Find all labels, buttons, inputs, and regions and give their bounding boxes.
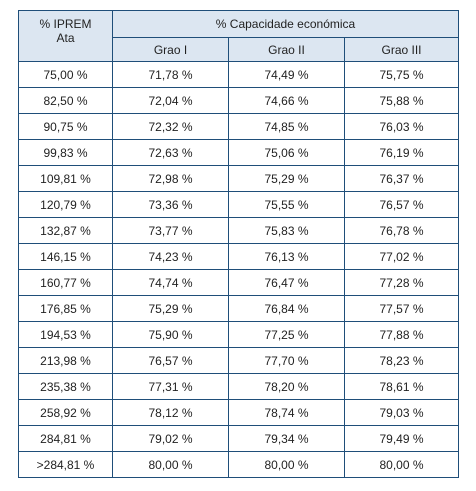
grade-3-cell: 80,00 % [344, 451, 459, 478]
grade-3-cell: 75,88 % [344, 87, 459, 114]
iprem-cell: 176,85 % [18, 295, 113, 322]
table-row: 120,79 % 73,36 % 75,55 % 76,57 % [18, 191, 459, 218]
table-row: 99,83 % 72,63 % 75,06 % 76,19 % [18, 139, 459, 166]
grade-2-cell: 79,34 % [228, 425, 345, 452]
table-row: 90,75 % 72,32 % 74,85 % 76,03 % [18, 113, 459, 140]
grade-1-cell: 75,29 % [112, 295, 229, 322]
table-row: 132,87 % 73,77 % 75,83 % 76,78 % [18, 217, 459, 244]
iprem-cell: 146,15 % [18, 243, 113, 270]
grade-2-cell: 78,74 % [228, 399, 345, 426]
table-row: 75,00 % 71,78 % 74,49 % 75,75 % [18, 61, 459, 88]
table-row: 146,15 % 74,23 % 76,13 % 77,02 % [18, 243, 459, 270]
iprem-header-line2: Ata [56, 31, 75, 45]
grade-2-cell: 76,84 % [228, 295, 345, 322]
iprem-cell: 160,77 % [18, 269, 113, 296]
grade-3-cell: 77,57 % [344, 295, 459, 322]
iprem-column-header: % IPREM Ata [18, 10, 113, 62]
iprem-cell: >284,81 % [18, 451, 113, 478]
iprem-cell: 284,81 % [18, 425, 113, 452]
table-row: 213,98 % 76,57 % 77,70 % 78,23 % [18, 347, 459, 374]
iprem-cell: 194,53 % [18, 321, 113, 348]
table-row: 235,38 % 77,31 % 78,20 % 78,61 % [18, 373, 459, 400]
grade-2-cell: 76,13 % [228, 243, 345, 270]
grade-2-cell: 76,47 % [228, 269, 345, 296]
iprem-header-line1: % IPREM [39, 17, 92, 31]
iprem-cell: 258,92 % [18, 399, 113, 426]
grade-1-cell: 71,78 % [112, 61, 229, 88]
grade-2-cell: 74,49 % [228, 61, 345, 88]
grade-2-cell: 78,20 % [228, 373, 345, 400]
table-body: 75,00 % 71,78 % 74,49 % 75,75 % 82,50 % 72,04… [18, 61, 459, 478]
grade-3-cell: 79,03 % [344, 399, 459, 426]
grade-2-cell: 74,85 % [228, 113, 345, 140]
table-row: 284,81 % 79,02 % 79,34 % 79,49 % [18, 425, 459, 452]
grade-1-cell: 73,77 % [112, 217, 229, 244]
grade-1-cell: 72,04 % [112, 87, 229, 114]
grade-3-cell: 78,23 % [344, 347, 459, 374]
table-row: 109,81 % 72,98 % 75,29 % 76,37 % [18, 165, 459, 192]
table-row: 176,85 % 75,29 % 76,84 % 77,57 % [18, 295, 459, 322]
capacity-group-header: % Capacidade económica [112, 10, 459, 38]
grade-2-cell: 80,00 % [228, 451, 345, 478]
grade-1-cell: 72,32 % [112, 113, 229, 140]
grade-2-header: Grao II [228, 37, 345, 62]
grade-1-cell: 80,00 % [112, 451, 229, 478]
grade-1-cell: 79,02 % [112, 425, 229, 452]
grade-3-cell: 75,75 % [344, 61, 459, 88]
iprem-cell: 109,81 % [18, 165, 113, 192]
grade-2-cell: 75,55 % [228, 191, 345, 218]
grade-3-cell: 79,49 % [344, 425, 459, 452]
grade-2-cell: 77,25 % [228, 321, 345, 348]
grade-1-cell: 77,31 % [112, 373, 229, 400]
grade-1-cell: 72,98 % [112, 165, 229, 192]
grade-3-cell: 77,28 % [344, 269, 459, 296]
grade-2-cell: 77,70 % [228, 347, 345, 374]
capacity-table: % IPREM Ata % Capacidade económica Grao … [18, 10, 459, 478]
grade-3-cell: 76,03 % [344, 113, 459, 140]
grade-3-header: Grao III [344, 37, 459, 62]
iprem-cell: 75,00 % [18, 61, 113, 88]
grade-2-cell: 75,83 % [228, 217, 345, 244]
grade-1-cell: 76,57 % [112, 347, 229, 374]
grade-1-cell: 75,90 % [112, 321, 229, 348]
grade-3-cell: 76,57 % [344, 191, 459, 218]
grade-1-cell: 74,23 % [112, 243, 229, 270]
grade-3-cell: 77,88 % [344, 321, 459, 348]
grade-1-cell: 74,74 % [112, 269, 229, 296]
iprem-cell: 132,87 % [18, 217, 113, 244]
grade-3-cell: 77,02 % [344, 243, 459, 270]
iprem-cell: 90,75 % [18, 113, 113, 140]
table-row: 160,77 % 74,74 % 76,47 % 77,28 % [18, 269, 459, 296]
table-row: >284,81 % 80,00 % 80,00 % 80,00 % [18, 451, 459, 478]
table-row: 82,50 % 72,04 % 74,66 % 75,88 % [18, 87, 459, 114]
grade-3-cell: 78,61 % [344, 373, 459, 400]
iprem-cell: 82,50 % [18, 87, 113, 114]
grade-2-cell: 74,66 % [228, 87, 345, 114]
grade-3-cell: 76,78 % [344, 217, 459, 244]
table-row: 258,92 % 78,12 % 78,74 % 79,03 % [18, 399, 459, 426]
table-row: 194,53 % 75,90 % 77,25 % 77,88 % [18, 321, 459, 348]
grade-2-cell: 75,29 % [228, 165, 345, 192]
grade-3-cell: 76,19 % [344, 139, 459, 166]
grade-1-cell: 72,63 % [112, 139, 229, 166]
iprem-cell: 120,79 % [18, 191, 113, 218]
iprem-cell: 99,83 % [18, 139, 113, 166]
grade-3-cell: 76,37 % [344, 165, 459, 192]
iprem-cell: 213,98 % [18, 347, 113, 374]
grade-1-header: Grao I [112, 37, 229, 62]
grade-1-cell: 73,36 % [112, 191, 229, 218]
iprem-cell: 235,38 % [18, 373, 113, 400]
grade-1-cell: 78,12 % [112, 399, 229, 426]
grade-2-cell: 75,06 % [228, 139, 345, 166]
